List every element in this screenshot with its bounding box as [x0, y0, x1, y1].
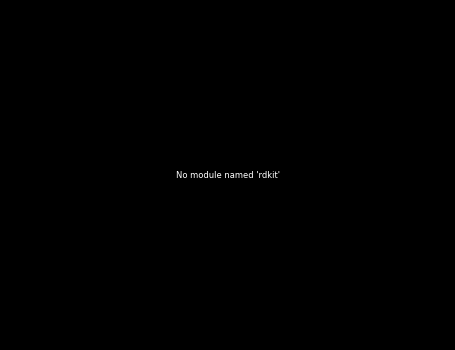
Text: No module named 'rdkit': No module named 'rdkit' — [176, 170, 279, 180]
